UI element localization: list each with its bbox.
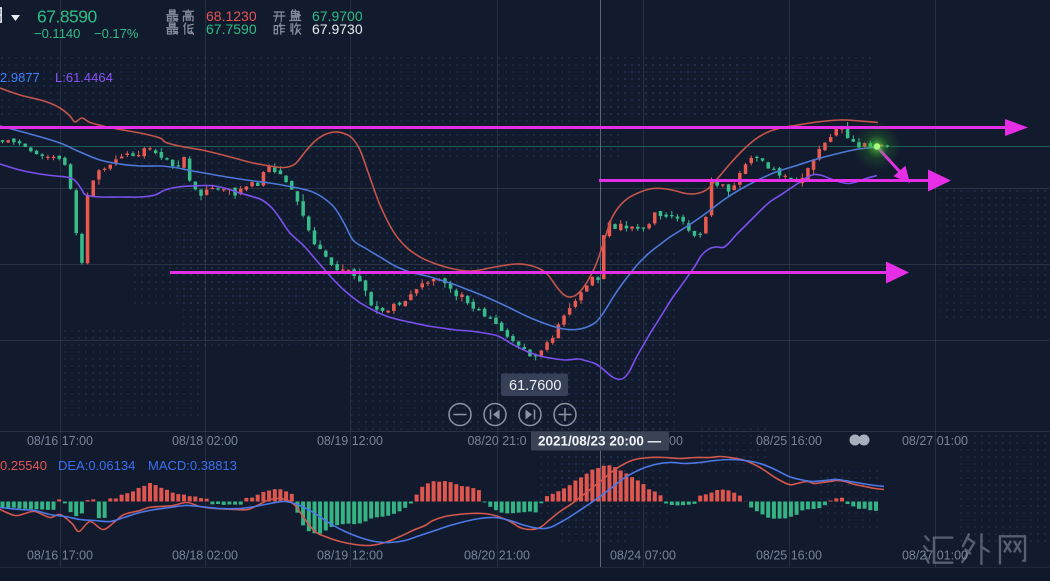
svg-text:08/16 17:00: 08/16 17:00 bbox=[27, 434, 93, 448]
svg-text:−0.1140: −0.1140 bbox=[34, 26, 80, 41]
svg-text:08/19 12:00: 08/19 12:00 bbox=[317, 434, 383, 448]
svg-text:MACD:0.38813: MACD:0.38813 bbox=[148, 458, 237, 473]
svg-text:08/18 02:00: 08/18 02:00 bbox=[172, 434, 238, 448]
svg-text:0.25540: 0.25540 bbox=[0, 458, 47, 473]
svg-text:00: 00 bbox=[669, 434, 683, 448]
svg-text:2.9877: 2.9877 bbox=[0, 70, 40, 85]
svg-text:68.1230: 68.1230 bbox=[206, 8, 257, 24]
svg-text:08/18 02:00: 08/18 02:00 bbox=[172, 549, 238, 563]
svg-text:08/16 17:00: 08/16 17:00 bbox=[27, 549, 93, 563]
svg-text:08/25 16:00: 08/25 16:00 bbox=[756, 434, 822, 448]
svg-text:67.7590: 67.7590 bbox=[206, 21, 257, 37]
svg-text:08/20 21:0: 08/20 21:0 bbox=[467, 434, 526, 448]
svg-text:61.7600: 61.7600 bbox=[509, 378, 561, 394]
svg-text:2021/08/23 20:00 —: 2021/08/23 20:00 — bbox=[538, 434, 662, 449]
svg-text:67.8590: 67.8590 bbox=[37, 7, 98, 27]
svg-text:08/24 07:00: 08/24 07:00 bbox=[610, 549, 676, 563]
svg-text:08/19 12:00: 08/19 12:00 bbox=[317, 549, 383, 563]
svg-text:08/25 16:00: 08/25 16:00 bbox=[756, 549, 822, 563]
svg-text:−0.17%: −0.17% bbox=[94, 26, 139, 41]
svg-text:DEA:0.06134: DEA:0.06134 bbox=[58, 458, 135, 473]
svg-text:67.9700: 67.9700 bbox=[312, 8, 363, 24]
svg-text:L:61.4464: L:61.4464 bbox=[55, 70, 113, 85]
svg-text:08/27 01:00: 08/27 01:00 bbox=[902, 434, 968, 448]
svg-text:08/20 21:00: 08/20 21:00 bbox=[464, 549, 530, 563]
svg-text:67.9730: 67.9730 bbox=[312, 21, 363, 37]
